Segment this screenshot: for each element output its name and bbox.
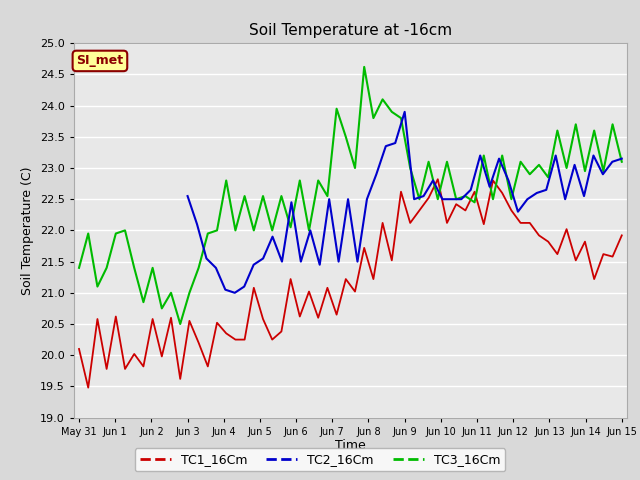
Title: Soil Temperature at -16cm: Soil Temperature at -16cm — [249, 23, 452, 38]
X-axis label: Time: Time — [335, 439, 366, 453]
Text: SI_met: SI_met — [76, 54, 124, 67]
Y-axis label: Soil Temperature (C): Soil Temperature (C) — [21, 166, 34, 295]
Legend: TC1_16Cm, TC2_16Cm, TC3_16Cm: TC1_16Cm, TC2_16Cm, TC3_16Cm — [134, 448, 506, 471]
